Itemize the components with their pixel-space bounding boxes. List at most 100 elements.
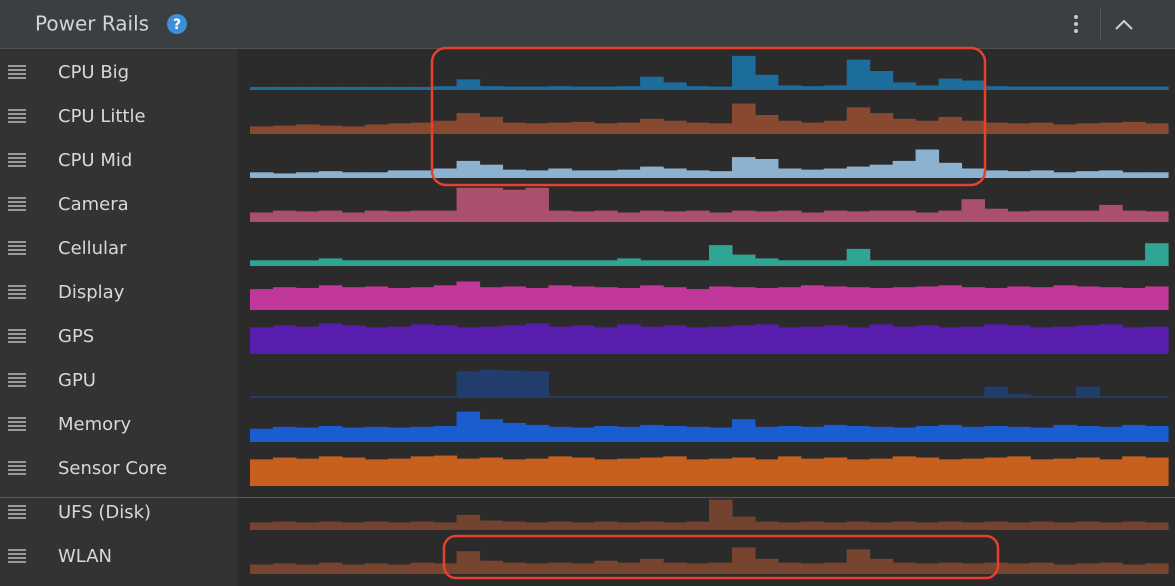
help-icon[interactable]: ? (167, 14, 187, 34)
power-bar (823, 260, 848, 266)
power-bar (479, 369, 504, 398)
power-bar (548, 122, 572, 134)
power-bar (502, 189, 526, 222)
handle-line (8, 73, 26, 75)
power-bar (617, 169, 641, 178)
power-bar (387, 326, 412, 354)
power-bar (1145, 457, 1169, 486)
power-bar (915, 286, 940, 310)
power-bar (410, 210, 435, 222)
power-bar (548, 456, 572, 486)
power-bar (433, 86, 458, 90)
power-bar (387, 211, 412, 222)
drag-handle[interactable] (8, 109, 26, 123)
power-bar (709, 123, 733, 134)
power-bar (1076, 325, 1100, 354)
drag-handle[interactable] (8, 329, 26, 343)
power-bar (686, 260, 710, 266)
drag-handle[interactable] (8, 153, 26, 167)
drag-handle[interactable] (8, 197, 26, 211)
power-bar (1007, 325, 1031, 354)
power-bar (548, 396, 572, 398)
power-bar (823, 210, 848, 222)
power-bar (387, 170, 412, 178)
handle-line (8, 337, 26, 339)
power-bar (709, 562, 733, 574)
power-bar (1007, 260, 1031, 266)
power-bar (250, 260, 274, 266)
power-bar (663, 260, 687, 266)
handle-line (8, 557, 26, 559)
power-bar (663, 82, 687, 90)
power-bar (777, 456, 802, 486)
power-bar (984, 208, 1008, 222)
power-bar (846, 287, 871, 310)
power-bar (754, 459, 779, 486)
power-bar (892, 210, 917, 222)
power-bar (433, 455, 458, 486)
power-bar (318, 521, 343, 530)
power-bar (341, 260, 366, 266)
highlight-box (430, 46, 987, 187)
power-bar (433, 210, 458, 222)
more-menu[interactable] (1074, 15, 1078, 33)
power-bar (250, 86, 274, 90)
power-bar (594, 426, 618, 442)
collapse-button[interactable] (1115, 19, 1133, 30)
power-bar (548, 426, 572, 442)
handle-line (8, 473, 26, 475)
power-bar (823, 325, 848, 354)
power-bar (754, 211, 779, 222)
drag-handle[interactable] (8, 241, 26, 255)
handle-line (8, 117, 26, 119)
power-bar (800, 86, 825, 90)
power-bar (1145, 522, 1169, 530)
drag-handle[interactable] (8, 549, 26, 563)
power-bar (961, 326, 985, 354)
power-bar (525, 323, 549, 354)
power-bar (272, 325, 297, 354)
drag-handle[interactable] (8, 373, 26, 387)
power-bar (295, 427, 320, 442)
power-bar (295, 260, 320, 266)
power-bar (387, 260, 412, 266)
power-bar (731, 287, 756, 310)
power-bar (1145, 326, 1169, 354)
power-bar (1122, 287, 1146, 310)
power-bar (272, 426, 297, 442)
power-bar (938, 327, 963, 354)
power-bar (548, 210, 572, 222)
power-bar (272, 210, 297, 222)
drag-handle[interactable] (8, 417, 26, 431)
power-bar (1099, 86, 1123, 90)
rail-label: GPS (58, 326, 94, 347)
power-bar (387, 287, 412, 310)
power-bar (961, 563, 985, 574)
power-bar (456, 281, 481, 310)
power-bar (571, 427, 595, 442)
rail-row: CPU Mid (8, 149, 1169, 178)
drag-handle[interactable] (8, 65, 26, 79)
power-bar (892, 118, 917, 134)
power-bar (410, 426, 435, 442)
power-bar (984, 426, 1008, 442)
power-bar (571, 121, 595, 134)
power-bar (846, 107, 871, 134)
power-bar (846, 327, 871, 354)
drag-handle[interactable] (8, 461, 26, 475)
drag-handle[interactable] (8, 285, 26, 299)
handle-line (8, 469, 26, 471)
power-bar (869, 260, 894, 266)
power-bar (640, 210, 664, 222)
drag-handle[interactable] (8, 505, 26, 519)
power-bar (663, 522, 687, 530)
power-bar (502, 286, 526, 310)
power-bar (1030, 122, 1054, 134)
power-bar (823, 424, 848, 442)
power-bar (364, 172, 389, 178)
power-bar (984, 260, 1008, 266)
power-bar (548, 168, 572, 178)
power-bar (869, 287, 894, 310)
power-bar (1076, 426, 1100, 442)
rail-label: Camera (58, 194, 129, 215)
